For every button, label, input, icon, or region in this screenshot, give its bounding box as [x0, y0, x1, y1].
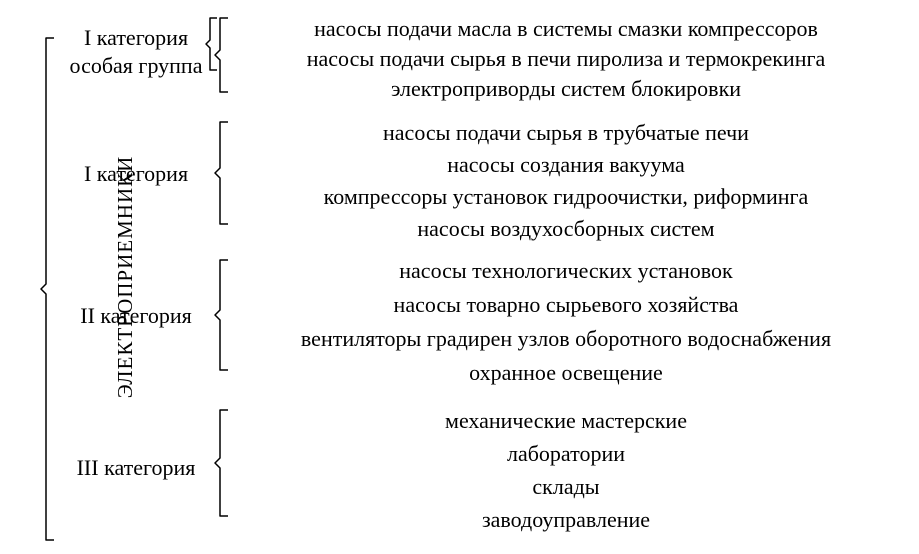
leaf-item: механические мастерские	[0, 408, 919, 434]
leaf-item: лаборатории	[0, 441, 919, 467]
category-bracket	[0, 0, 919, 554]
classification-diagram: ЭЛЕКТРОПРИЕМНИКИ I категорияособая групп…	[0, 0, 919, 554]
leaf-item: склады	[0, 474, 919, 500]
leaf-item: заводоуправление	[0, 507, 919, 533]
